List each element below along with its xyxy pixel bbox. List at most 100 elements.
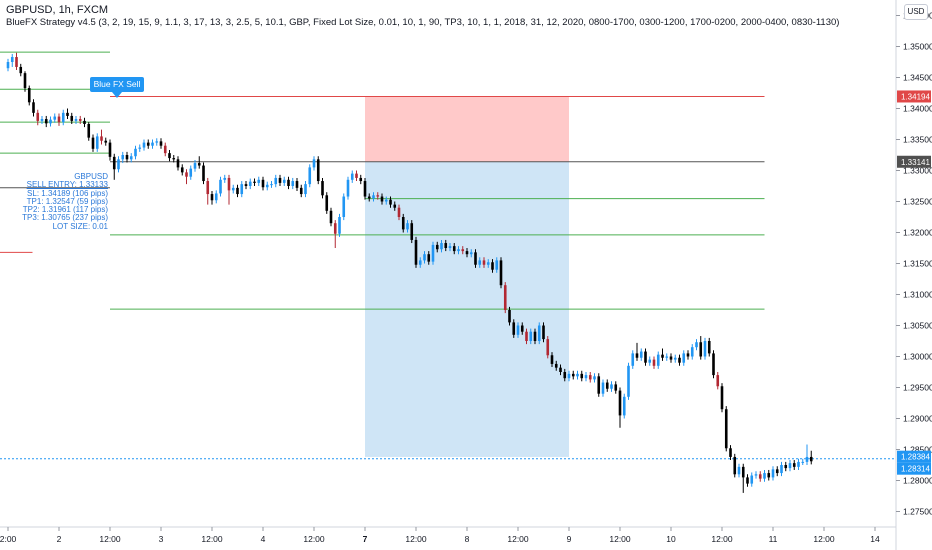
candle [614,381,618,394]
candle [151,139,154,149]
candle-body [125,155,129,160]
candle-body [435,244,439,250]
price-badge-stop: 1.34194 [897,90,931,103]
candle-body [661,354,664,358]
candle-body [87,124,91,138]
price-tick-label: 1.32500 [903,197,932,207]
candle [593,373,596,383]
candle [758,471,762,482]
candle [457,246,460,255]
candle-body [784,465,788,469]
candle-body [108,142,112,157]
candle-body [763,473,766,479]
price-badges: 1.34194 1.33141 1.28384 1.28314 [897,90,931,475]
candle-body [686,353,690,357]
candle-body [104,140,108,143]
candle [461,246,465,255]
candle-body [737,466,741,475]
candle [112,153,116,180]
candle [763,469,766,482]
candle [10,53,14,67]
candle [291,177,295,190]
candle-body [338,217,341,234]
time-tick-label: 12:00 [711,534,733,544]
candle [465,248,469,258]
candle [91,134,95,152]
candle-body [788,463,792,469]
candle [525,328,528,345]
candle [393,201,397,211]
candle-body [622,396,626,416]
time-tick-label: 4 [261,534,266,544]
candle-body [291,181,295,186]
candle [707,337,711,357]
candle [801,458,805,465]
candle-body [707,341,711,354]
candle-body [197,163,201,166]
candle [690,344,694,360]
candle [193,159,197,172]
candle-body [478,260,482,265]
candle [155,138,159,146]
info-lot-size: LOT SIZE: 0.01 [52,221,108,231]
candle [448,243,452,252]
strategy-parameters: BlueFX Strategy v4.5 (3, 2, 19, 15, 9, 1… [6,17,840,28]
candle-body [95,136,99,149]
candle [117,156,120,173]
candle [440,239,443,253]
candle-body [550,355,554,364]
candle-body [720,386,724,410]
candle-body [163,145,167,154]
candle [695,339,698,351]
candle [142,139,146,151]
candle-body [66,112,69,116]
candle [665,353,669,361]
candle-body [355,173,358,178]
time-tick-label: 10 [666,534,676,544]
candle [427,251,431,265]
candle [185,169,188,185]
time-tick-label: 7 [363,534,368,544]
candle-body [367,196,371,199]
price-badge-bg [897,462,931,475]
candle [788,460,792,472]
time-tick-label: 11 [769,534,778,544]
price-tick-label: 1.34500 [903,73,932,83]
candle-body [750,475,754,484]
candle-body [758,474,762,479]
candle-body [457,249,460,252]
candle-body [448,246,452,248]
candle-body [423,254,426,261]
candle-body [563,372,567,379]
candle [223,174,227,183]
candle-body [486,262,490,265]
candle [775,466,779,477]
candle [176,156,180,171]
candle [129,153,133,163]
candle [669,353,673,363]
candle-body [248,181,252,186]
candle-body [185,172,188,177]
candle-body [648,359,652,363]
candle-body [491,262,494,270]
candle [363,177,367,200]
candle-body [699,342,703,357]
candle-body [635,353,639,358]
candle [559,364,562,376]
candle-body [240,184,244,195]
candle-body [469,252,473,255]
currency-button[interactable]: USD [904,4,928,20]
candle [384,196,388,205]
candle [53,113,57,123]
candle [576,370,579,380]
candle [635,342,639,361]
candle-body [180,167,184,173]
candle-body [219,179,222,194]
candle [754,471,758,479]
candle-body [312,159,316,168]
candle [214,190,218,204]
candle [100,129,103,145]
candle [372,192,375,202]
